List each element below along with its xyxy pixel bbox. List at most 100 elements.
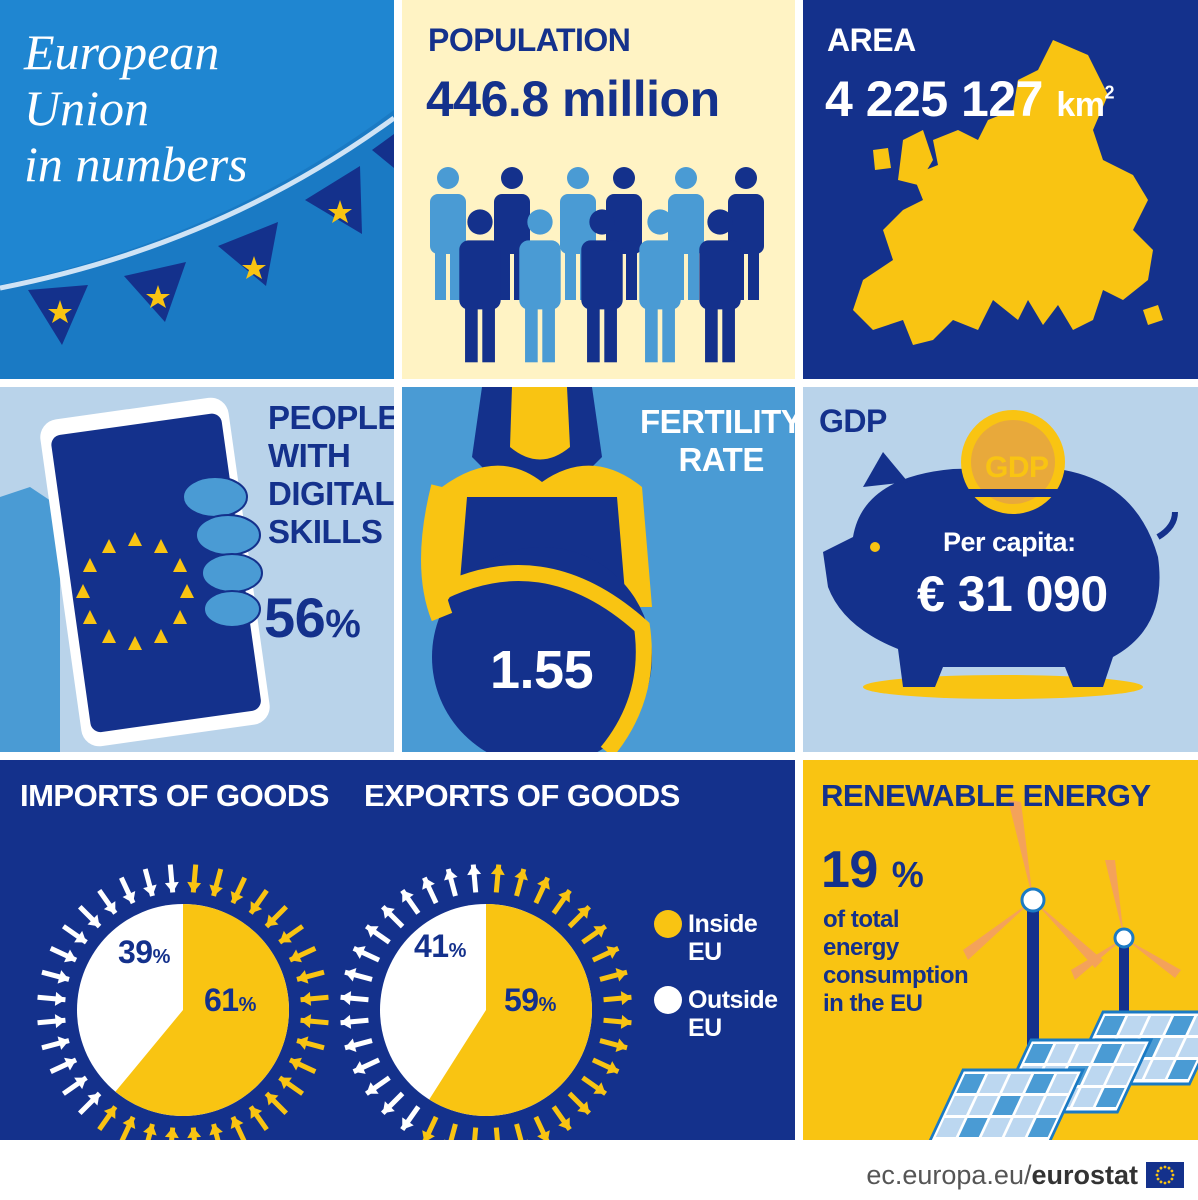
pennant <box>305 166 362 234</box>
star-icon <box>180 584 194 598</box>
arrow-head <box>353 1061 366 1074</box>
label-line: PEOPLE <box>268 399 394 436</box>
arrow-head <box>537 1130 550 1140</box>
eu-stars-circle-icon <box>76 532 194 650</box>
arrow-head <box>422 1130 435 1140</box>
arrow-head <box>467 864 482 876</box>
arrow-head <box>444 868 458 881</box>
description-line: energy <box>823 934 899 961</box>
percent-sign: % <box>238 994 257 1016</box>
arrow-head <box>209 1123 223 1136</box>
legend-outside: Outside EU <box>688 986 778 1042</box>
arrow-head <box>615 968 628 982</box>
arrow-head <box>353 946 366 959</box>
wind-solar-illustration <box>927 800 1198 1140</box>
percent-number: 56 <box>264 586 326 649</box>
people-icons <box>430 167 764 363</box>
star-icon <box>154 538 168 553</box>
area-tile: AREA 4 225 127 km2 <box>803 0 1198 379</box>
arrow-head <box>103 1106 116 1119</box>
arrow-head <box>615 1038 628 1052</box>
star-icon <box>82 610 97 624</box>
footer-source[interactable]: ec.europa.eu/eurostat <box>866 1160 1138 1191</box>
population-tile: POPULATION 446.8 million <box>402 0 795 379</box>
arrow-head <box>103 901 116 914</box>
arrow-head <box>296 970 309 984</box>
percent-sign: % <box>448 940 467 962</box>
arrow-head <box>422 877 435 890</box>
person-icon <box>459 209 501 363</box>
arrow-head <box>366 1082 379 1094</box>
imports-label: IMPORTS OF GOODS <box>20 778 329 813</box>
star-icon <box>154 629 168 644</box>
title-line: in numbers <box>24 136 248 192</box>
renewable-tile: RENEWABLE ENERGY 19 % of total energy co… <box>803 760 1198 1140</box>
person-icon <box>430 167 466 300</box>
trade-arrow-icon <box>514 1123 524 1140</box>
arrow-head <box>620 991 632 1006</box>
legend-line: Inside <box>688 910 758 938</box>
arrow-head <box>187 881 202 893</box>
exports-inside-label: 59% <box>504 982 556 1019</box>
arrow-head <box>620 1014 632 1029</box>
arrow-head <box>558 1117 570 1130</box>
arrow-head <box>366 926 379 938</box>
star-icon <box>128 532 142 546</box>
value: 39 <box>118 934 153 970</box>
legend-inside: Inside EU <box>688 910 758 966</box>
population-label: POPULATION <box>428 22 631 58</box>
pregnant-woman-illustration <box>421 387 652 752</box>
star-icon <box>173 558 188 572</box>
person-icon <box>581 209 623 363</box>
pennant <box>218 222 278 286</box>
percent-sign: % <box>152 946 171 968</box>
page-title: European Union in numbers <box>24 24 248 192</box>
description-line: in the EU <box>823 990 923 1017</box>
arrow-head <box>187 1127 202 1139</box>
arrow-head <box>64 1057 77 1071</box>
star-icon <box>128 636 142 650</box>
trade-tile: IMPORTS OF GOODS EXPORTS OF GOODS 39% 61… <box>0 760 795 1140</box>
star-icon <box>48 300 72 323</box>
arrow-head <box>514 868 528 881</box>
arrow-head <box>209 884 223 897</box>
europe-map-icon <box>853 40 1163 345</box>
arrow-head <box>606 946 619 959</box>
arrow-head <box>558 890 570 903</box>
arrow-head <box>164 881 179 893</box>
label-line: RATE <box>678 441 764 478</box>
wind-turbine-icon <box>1027 900 1039 1060</box>
digital-skills-tile: PEOPLE WITH DIGITAL SKILLS 56% <box>0 387 394 752</box>
renewable-value: 19 % <box>821 840 924 900</box>
footer-domain: ec.europa.eu/ <box>866 1160 1032 1190</box>
star-icon <box>76 584 90 598</box>
gdp-label: GDP <box>819 403 887 439</box>
fertility-value: 1.55 <box>490 640 594 700</box>
arrow-head <box>344 1038 357 1052</box>
legend-swatch-outside <box>654 986 682 1014</box>
person-icon <box>639 209 681 363</box>
percent-sign: % <box>325 602 361 646</box>
arrow-head <box>74 930 87 943</box>
trade-arrow-icon <box>472 1127 479 1140</box>
area-number: 4 225 127 <box>825 71 1043 127</box>
arrow-head <box>577 906 590 919</box>
digital-skills-value: 56% <box>264 585 361 650</box>
arrow-head <box>340 1014 352 1029</box>
arrow-head <box>382 906 395 919</box>
description-line: consumption <box>823 962 969 989</box>
piggy-icon <box>823 467 1160 687</box>
area-label: AREA <box>827 22 916 58</box>
arrow-head <box>279 930 292 943</box>
arrow-head <box>382 1101 395 1114</box>
star-icon <box>242 256 266 279</box>
arrow-head <box>296 1036 309 1050</box>
arrow-head <box>250 1106 263 1119</box>
star-icon <box>173 610 188 624</box>
arrow-head <box>164 1127 179 1139</box>
percent-sign: % <box>538 994 557 1016</box>
smartphone-illustration <box>0 397 270 752</box>
footer-brand: eurostat <box>1031 1160 1138 1190</box>
star-icon <box>102 629 116 644</box>
arrow-head <box>266 914 279 927</box>
